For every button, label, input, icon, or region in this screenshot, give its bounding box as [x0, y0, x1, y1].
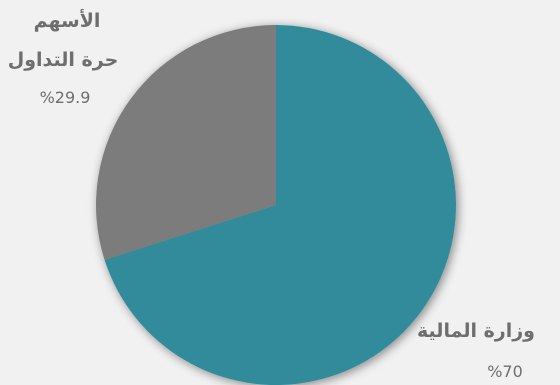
- pie-slice-government: [104, 25, 457, 385]
- slice-label-government: وزارة المالية %70: [417, 320, 535, 381]
- slice-name-free-float-line1: الأسهم: [34, 9, 101, 32]
- slice-value-free-float: %29.9: [40, 88, 91, 107]
- slice-label-free-float: الأسهم حرة التداول %29.9: [8, 9, 119, 107]
- slice-name-free-float-line2: حرة التداول: [8, 49, 119, 71]
- pie-slices: [96, 25, 457, 385]
- slice-name-government: وزارة المالية: [417, 320, 535, 342]
- slice-value-government: %70: [487, 362, 523, 381]
- pie-slice-free-float: [96, 25, 276, 260]
